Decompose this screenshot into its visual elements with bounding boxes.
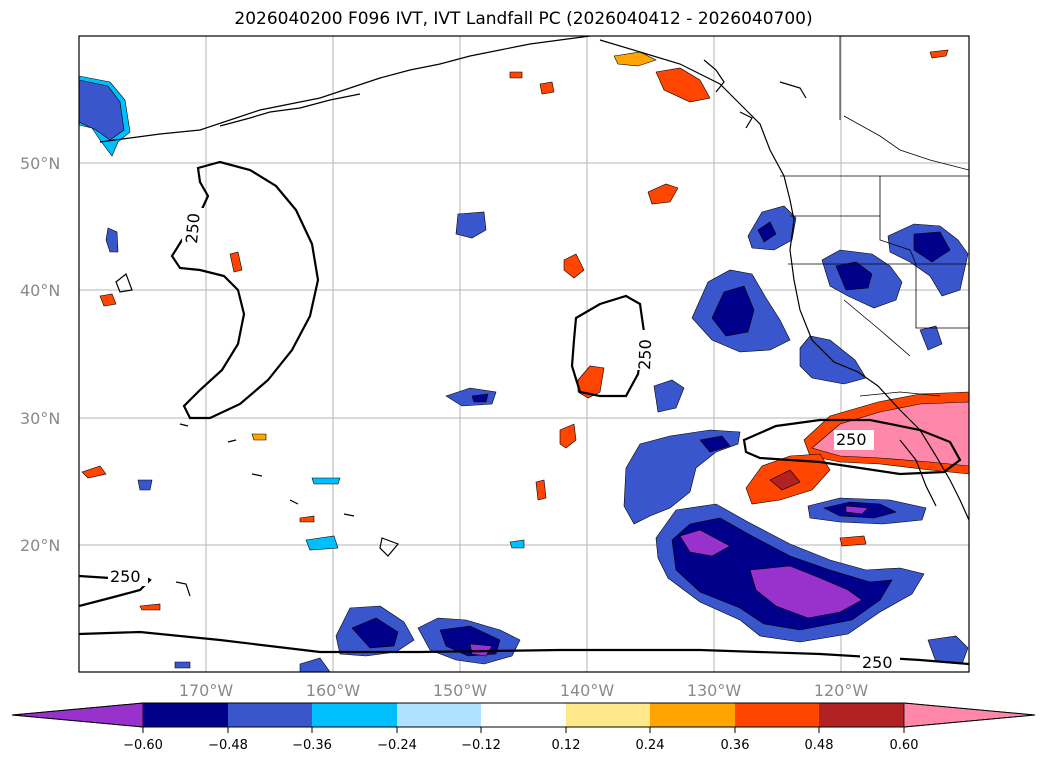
longitude-labels: 170°W 160°W 150°W 140°W 130°W 120°W (179, 681, 869, 700)
colorbar-segment (143, 703, 228, 727)
colorbar-extend-low (11, 702, 144, 728)
map-panel: 250 250 250 250 250 (79, 36, 969, 672)
colorbar-segment (819, 703, 904, 727)
contour-label: 250 (836, 430, 867, 449)
colorbar-tick-label: −0.36 (292, 738, 332, 753)
lon-label: 160°W (306, 681, 361, 700)
contour-label: 250 (635, 339, 655, 370)
colorbar-tick-label: 0.24 (636, 738, 665, 753)
ivt-contour-labels: 250 250 250 250 250 (108, 208, 900, 672)
colorbar-tick-label: −0.12 (461, 738, 501, 753)
colorbar-segment (397, 703, 481, 727)
colorbar-extend-high (903, 702, 1036, 728)
colorbar-tick-label: 0.12 (552, 738, 581, 753)
colorbar-tick-label: 0.48 (805, 738, 834, 753)
lat-label: 40°N (20, 281, 60, 300)
contour-label: 250 (862, 653, 893, 672)
lon-label: 170°W (179, 681, 234, 700)
negative-pc-regions (79, 75, 969, 672)
colorbar-segment (228, 703, 312, 727)
political-borders (780, 36, 969, 397)
map-frame (78, 35, 970, 673)
colorbar-tick-label: 0.60 (890, 738, 919, 753)
colorbar-segment (650, 703, 735, 727)
colorbar-tick-label: −0.60 (123, 738, 163, 753)
contour-label: 250 (110, 567, 141, 586)
colorbar-tick-label: 0.36 (721, 738, 750, 753)
colorbar-tick-label: −0.24 (377, 738, 417, 753)
lat-label: 20°N (20, 536, 60, 555)
positive-pc-regions (81, 49, 969, 611)
contour-label: 250 (182, 212, 204, 244)
lon-label: 120°W (814, 681, 869, 700)
lon-label: 130°W (687, 681, 742, 700)
colorbar-segment (312, 703, 397, 727)
colorbar-tick-label: −0.48 (208, 738, 248, 753)
colorbar-segment (481, 703, 566, 727)
latitude-labels: 50°N 40°N 30°N 20°N (20, 154, 60, 555)
lon-label: 150°W (433, 681, 488, 700)
colorbar-segment (566, 703, 650, 727)
colorbar: −0.60 −0.48 −0.36 −0.24 −0.12 0.12 0.24 … (11, 702, 1036, 753)
lon-label: 140°W (560, 681, 615, 700)
lat-label: 50°N (20, 154, 60, 173)
map-title: 2026040200 F096 IVT, IVT Landfall PC (20… (234, 9, 813, 29)
colorbar-segment (735, 703, 819, 727)
lat-label: 30°N (20, 409, 60, 428)
